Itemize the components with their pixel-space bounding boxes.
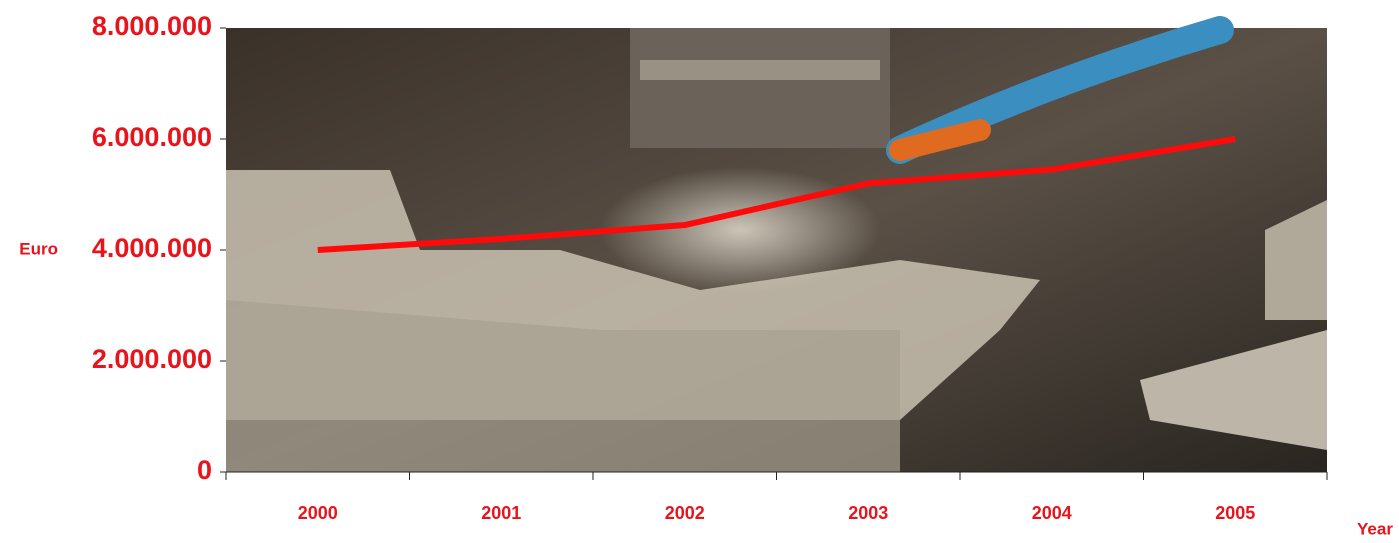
x-tick-label: 2005 [1215,503,1255,523]
series-line [317,136,1236,253]
x-axis-label: Year [1357,519,1393,538]
x-tick-label: 2004 [1032,503,1072,523]
y-tick-label: 4.000.000 [92,233,212,263]
background-photo [226,16,1327,472]
y-axis-label: Euro [19,239,58,258]
x-tick-label: 2000 [298,503,338,523]
y-tick-label: 6.000.000 [92,122,212,152]
x-tick-label: 2002 [665,503,705,523]
y-tick-label: 8.000.000 [92,11,212,41]
y-tick-label: 0 [197,455,212,485]
x-tick-label: 2001 [481,503,521,523]
x-tick-label: 2003 [848,503,888,523]
y-tick-label: 2.000.000 [92,344,212,374]
